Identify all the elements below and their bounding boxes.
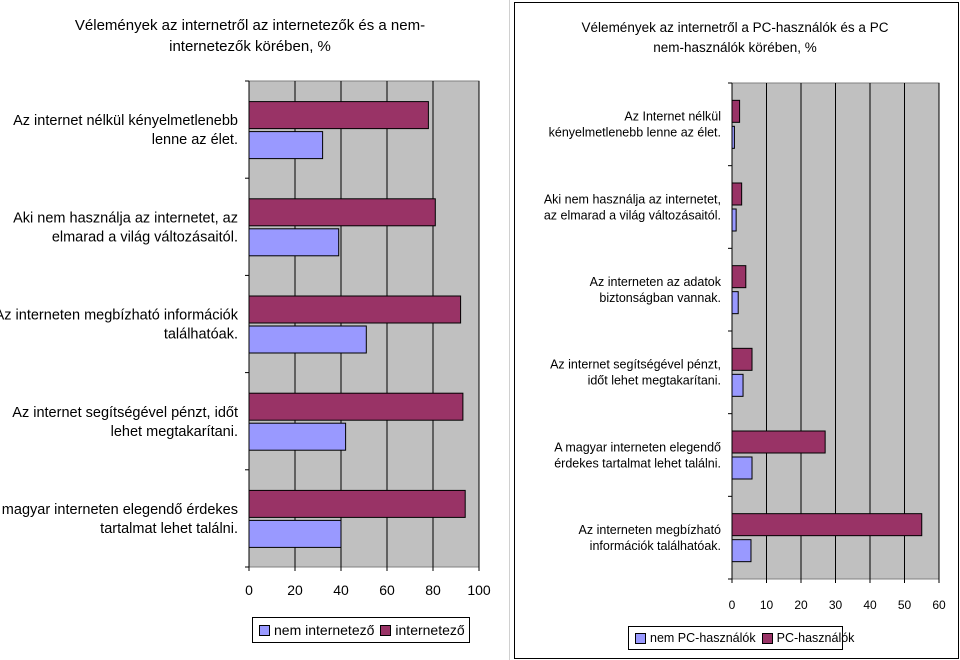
- legend-swatch-internetezo: [380, 624, 392, 636]
- bar-nem-internetezo: [248, 228, 340, 257]
- category-label: Az interneten az adatok biztonságban vann…: [590, 275, 722, 305]
- category-label: Az Internet nélkül kényelmetlenebb lenne …: [549, 110, 721, 140]
- x-tick-label: 0: [729, 598, 736, 612]
- bar-pc-hasznalok: [731, 99, 741, 123]
- category-label: Aki nem használja az internetet, az elmar…: [13, 210, 238, 245]
- x-tick-label: 40: [333, 582, 349, 598]
- legend-swatch-pc-hasznalok: [761, 632, 773, 644]
- x-tick-label: 50: [898, 598, 912, 612]
- legend-swatch-nem-pc-hasznalok: [635, 632, 646, 644]
- category-label: Aki nem használja az internetet, az elmar…: [544, 192, 721, 222]
- legend-item: nem PC-használók: [635, 631, 756, 645]
- category-label: Az internet segítségével pénzt, időt lehe…: [12, 405, 238, 440]
- x-tick-label: 20: [287, 582, 303, 598]
- legend-item: nem internetező: [259, 622, 374, 638]
- legend-item: PC-használók: [761, 631, 855, 645]
- bar-chart-left: 0 20 40 60 80 100 Az internet nélkül kényelmet…: [0, 80, 491, 598]
- legend-label: internetező: [395, 622, 465, 638]
- legend-label: nem internetező: [274, 622, 375, 638]
- bar-pc-hasznalok: [731, 347, 753, 371]
- category-label: Az internet segítségével pénzt, időt lehe…: [550, 358, 721, 388]
- bar-nem-internetezo: [248, 519, 342, 548]
- bar-chart-right: 0 10 20 30 40 50 60 Az Internet nélkül kényelmet…: [544, 82, 946, 612]
- bar-internetezo: [248, 198, 436, 227]
- x-tick-label: 20: [794, 598, 808, 612]
- bar-nem-internetezo: [248, 131, 324, 160]
- bar-internetezo: [248, 295, 462, 324]
- category-label: A magyar interneten elegendő érdekes tart…: [0, 502, 238, 537]
- legend-label: nem PC-használók: [650, 631, 756, 645]
- x-tick-label: 10: [760, 598, 774, 612]
- x-tick-label: 60: [932, 598, 946, 612]
- bar-nem-internetezo: [248, 422, 347, 451]
- bar-nem-pc-hasznalok: [731, 539, 752, 563]
- x-tick-label: 0: [245, 582, 253, 598]
- legend-swatch-nem-internetezo: [259, 624, 270, 636]
- chart-title: Vélemények az internetről a PC-használók…: [581, 20, 889, 55]
- category-label: Az interneten megbízható információk talá…: [0, 308, 239, 343]
- bar-pc-hasznalok: [731, 182, 743, 206]
- chart-title: Vélemények az internetről az internetező…: [74, 17, 426, 55]
- bar-nem-pc-hasznalok: [731, 456, 753, 480]
- bar-nem-pc-hasznalok: [731, 373, 744, 397]
- category-label: Az internet nélkül kényelmetlenebb lenne …: [13, 113, 238, 148]
- category-label: Az interneten megbízható információk talá…: [579, 523, 721, 553]
- bar-pc-hasznalok: [731, 513, 923, 537]
- category-label: A magyar interneten elegendő érdekes tart…: [554, 440, 721, 470]
- bar-nem-internetezo: [248, 325, 367, 354]
- x-tick-label: 80: [425, 582, 441, 598]
- bar-pc-hasznalok: [731, 430, 826, 454]
- bar-nem-pc-hasznalok: [731, 125, 735, 149]
- bar-nem-pc-hasznalok: [731, 208, 737, 232]
- chart-legend: nem PC-használók PC-használók: [628, 626, 854, 650]
- bar-internetezo: [248, 101, 429, 130]
- bar-nem-pc-hasznalok: [731, 291, 739, 315]
- x-tick-label: 40: [863, 598, 877, 612]
- x-tick-label: 100: [467, 582, 491, 598]
- plot-area: [248, 80, 480, 568]
- chart-panel-right: Vélemények az internetről a PC-használók…: [514, 2, 959, 659]
- legend-label: PC-használók: [776, 631, 855, 645]
- x-tick-label: 60: [379, 582, 395, 598]
- x-tick-label: 30: [829, 598, 843, 612]
- chart-legend: nem internetező internetező: [252, 617, 470, 643]
- bar-pc-hasznalok: [731, 265, 747, 289]
- bar-internetezo: [248, 489, 466, 518]
- chart-panel-left: Vélemények az internetről az internetező…: [0, 0, 510, 660]
- legend-item: internetező: [380, 622, 465, 638]
- bar-internetezo: [248, 392, 464, 421]
